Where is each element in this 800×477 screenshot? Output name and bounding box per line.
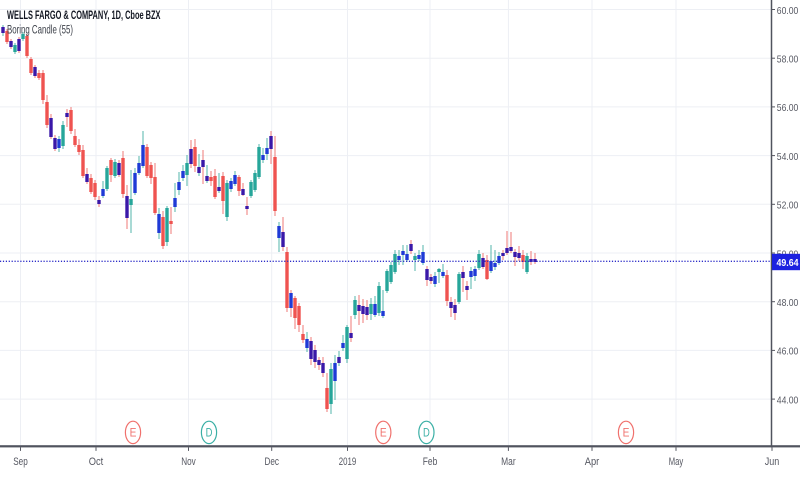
svg-text:44.00: 44.00 — [777, 394, 799, 406]
svg-text:E: E — [623, 427, 630, 439]
svg-text:Oct: Oct — [89, 456, 104, 468]
svg-text:E: E — [380, 427, 387, 439]
svg-text:2019: 2019 — [339, 456, 357, 468]
svg-text:E: E — [130, 427, 137, 439]
svg-text:Apr: Apr — [585, 456, 600, 468]
svg-text:WELLS FARGO & COMPANY, 1D, Cbo: WELLS FARGO & COMPANY, 1D, Cboe BZX — [7, 8, 161, 22]
svg-text:54.00: 54.00 — [777, 151, 799, 163]
svg-text:Mar: Mar — [501, 456, 516, 468]
svg-text:46.00: 46.00 — [777, 346, 799, 358]
svg-text:49.64: 49.64 — [777, 257, 799, 269]
svg-text:52.00: 52.00 — [777, 200, 799, 212]
svg-text:Feb: Feb — [423, 456, 438, 468]
svg-text:58.00: 58.00 — [777, 54, 799, 66]
svg-text:Jun: Jun — [765, 456, 780, 468]
svg-text:56.00: 56.00 — [777, 102, 799, 114]
svg-text:D: D — [423, 427, 430, 439]
svg-text:60.00: 60.00 — [777, 5, 799, 17]
svg-text:D: D — [206, 427, 213, 439]
svg-text:Boring Candle (55): Boring Candle (55) — [7, 25, 73, 37]
svg-text:48.00: 48.00 — [777, 297, 799, 309]
svg-text:May: May — [669, 456, 684, 468]
svg-text:Sep: Sep — [13, 456, 28, 468]
svg-text:Dec: Dec — [264, 456, 279, 468]
svg-text:Nov: Nov — [181, 456, 196, 468]
